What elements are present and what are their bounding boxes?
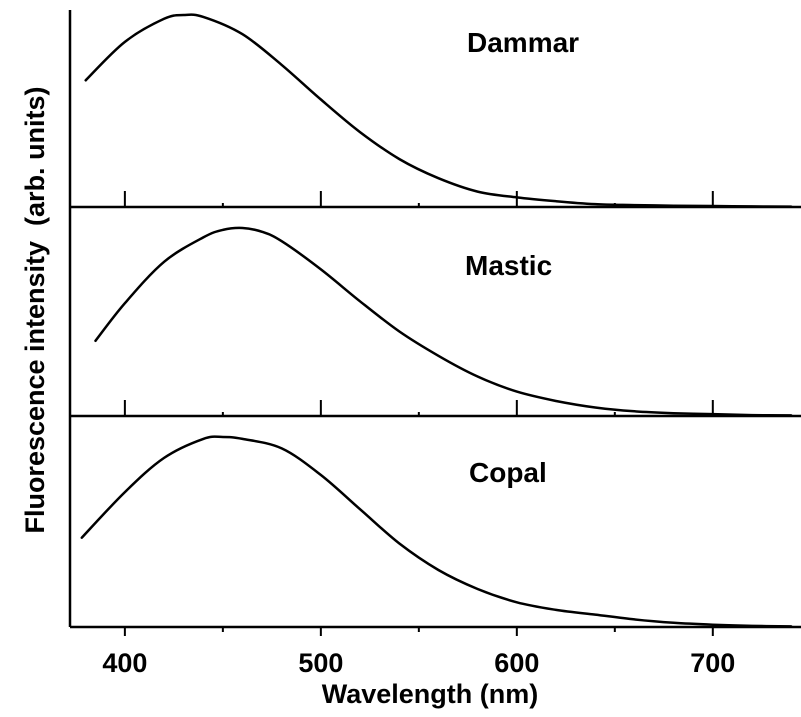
x-ticks xyxy=(123,191,714,636)
y-axis-label: Fluorescence intensity (arb. units) xyxy=(20,86,50,533)
series-label-mastic: Mastic xyxy=(465,250,552,281)
series-label-copal: Copal xyxy=(469,457,547,488)
series-label-dammar: Dammar xyxy=(467,27,579,58)
x-tick-label-600: 600 xyxy=(494,648,539,678)
curve-dammar xyxy=(84,13,793,208)
x-tick-label-500: 500 xyxy=(298,648,343,678)
curve-copal xyxy=(80,435,793,628)
x-tick-label-700: 700 xyxy=(690,648,735,678)
x-axis-label: Wavelength (nm) xyxy=(322,679,539,709)
chart-frame xyxy=(68,10,801,629)
x-tick-label-400: 400 xyxy=(102,648,147,678)
chart-labels: Wavelength (nm) Fluorescence intensity (… xyxy=(20,27,735,709)
curve-mastic xyxy=(94,226,793,417)
spectra-curves xyxy=(80,13,793,628)
